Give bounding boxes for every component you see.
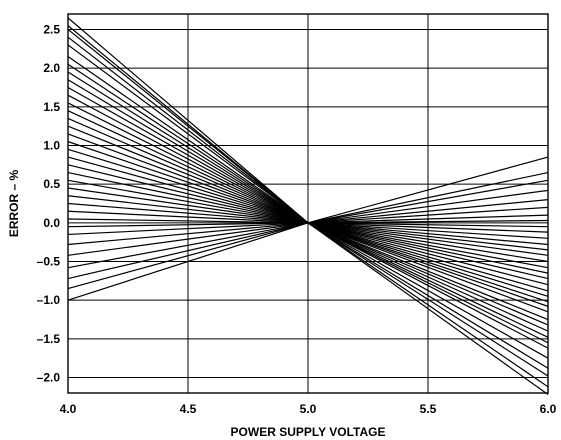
series-line — [67, 156, 549, 301]
y-tick-label: 0.5 — [43, 177, 60, 191]
y-tick-label: 1.5 — [43, 100, 60, 114]
x-tick-label: 6.0 — [540, 402, 557, 416]
y-tick-label: –2.0 — [37, 371, 61, 385]
x-tick-label: 4.5 — [180, 402, 197, 416]
y-tick-label: –1.5 — [37, 332, 61, 346]
series-lines — [67, 17, 549, 396]
plot-frame — [67, 13, 549, 394]
y-tick-label: 0.0 — [43, 216, 60, 230]
x-axis-title: POWER SUPPLY VOLTAGE — [231, 425, 386, 439]
x-tick-label: 5.0 — [300, 402, 317, 416]
y-tick-label: –1.0 — [37, 293, 61, 307]
x-tick-label: 5.5 — [420, 402, 437, 416]
y-tick-label: 1.0 — [43, 138, 60, 152]
x-axis-tick-labels: 4.0 4.5 5.0 5.5 6.0 — [60, 402, 557, 416]
y-axis-title: ERROR – % — [7, 170, 21, 238]
y-tick-label: 2.0 — [43, 61, 60, 75]
y-tick-label: 2.5 — [43, 22, 60, 36]
x-tick-label: 4.0 — [60, 402, 77, 416]
y-tick-label: –0.5 — [37, 255, 61, 269]
y-axis-tick-labels: 2.5 2.0 1.5 1.0 0.5 0.0 –0.5 –1.0 –1.5 –2.0 — [37, 22, 61, 384]
